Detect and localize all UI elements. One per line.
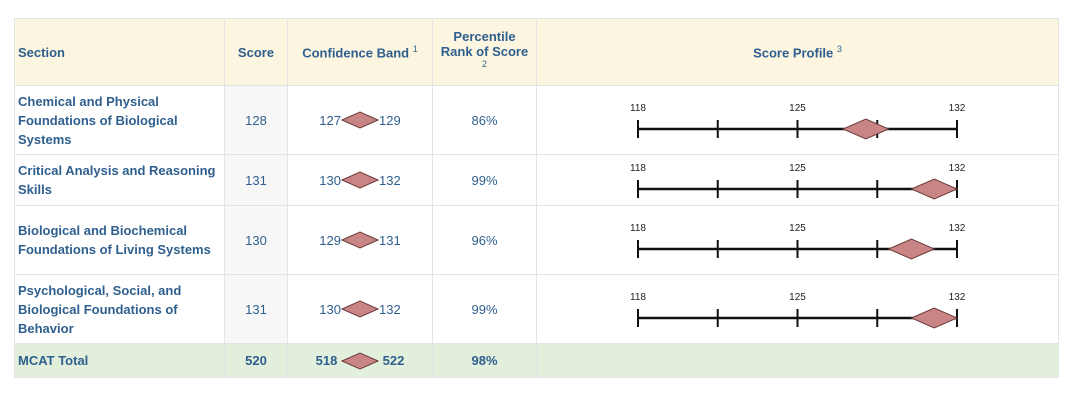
score: 130 <box>224 205 288 275</box>
percentile: 99% <box>432 274 537 344</box>
percentile: 96% <box>432 205 537 275</box>
axis-label-min: 118 <box>630 223 646 234</box>
diamond-icon <box>341 171 379 189</box>
confidence-band: 129 131 <box>287 205 433 275</box>
header-profile: Score Profile 3 <box>536 18 1059 86</box>
total-score: 520 <box>224 343 288 378</box>
total-percentile: 98% <box>432 343 537 378</box>
axis-label-min: 118 <box>630 292 646 303</box>
score-profile: 118 125 132 <box>536 274 1059 344</box>
axis-label-min: 118 <box>630 163 646 174</box>
score: 128 <box>224 85 288 155</box>
confidence-diamond <box>909 178 958 200</box>
total-confidence-band: 518 522 <box>287 343 433 378</box>
axis-label-mid: 125 <box>789 223 806 234</box>
total-profile <box>536 343 1059 378</box>
percentile: 99% <box>432 154 537 206</box>
diamond-icon <box>341 351 379 370</box>
axis-label-max: 132 <box>948 163 965 174</box>
table-row: Chemical and Physical Foundations of Bio… <box>14 85 1059 155</box>
score-profile-chart: 118 125 132 <box>630 292 965 329</box>
score-profile-chart: 118 125 132 <box>630 163 965 200</box>
axis-label-mid: 125 <box>789 292 806 303</box>
total-row: MCAT Total 520 518 522 98% <box>14 343 1059 378</box>
score-profile-chart: 118 125 132 <box>630 223 965 260</box>
axis-label-max: 132 <box>948 103 965 114</box>
score-profile: 118 125 132 <box>536 154 1059 206</box>
diamond-icon <box>341 300 379 318</box>
section-name: Chemical and Physical Foundations of Bio… <box>14 85 225 155</box>
percentile: 86% <box>432 85 537 155</box>
score-profile: 118 125 132 <box>536 85 1059 155</box>
header-section: Section <box>14 18 225 86</box>
axis-label-mid: 125 <box>789 163 806 174</box>
confidence-diamond <box>886 238 935 260</box>
diamond-icon <box>341 111 379 129</box>
diamond-icon <box>341 231 379 249</box>
score: 131 <box>224 274 288 344</box>
axis-label-mid: 125 <box>789 103 806 114</box>
header-row: Section Score Confidence Band 1 Percenti… <box>14 18 1059 86</box>
score-profile: 118 125 132 <box>536 205 1059 275</box>
score: 131 <box>224 154 288 206</box>
table-row: Biological and Biochemical Foundations o… <box>14 205 1059 275</box>
axis-label-max: 132 <box>948 223 965 234</box>
score-table: Section Score Confidence Band 1 Percenti… <box>14 18 1059 378</box>
section-name: Psychological, Social, and Biological Fo… <box>14 274 225 344</box>
table-row: Critical Analysis and Reasoning Skills 1… <box>14 154 1059 206</box>
header-score: Score <box>224 18 288 86</box>
section-name: Critical Analysis and Reasoning Skills <box>14 154 225 206</box>
header-percentile: Percentile Rank of Score 2 <box>432 18 537 86</box>
header-confidence: Confidence Band 1 <box>287 18 433 86</box>
confidence-diamond <box>909 307 958 329</box>
score-profile-chart: 118 125 132 <box>630 103 965 140</box>
confidence-diamond <box>841 118 890 140</box>
axis-label-min: 118 <box>630 103 646 114</box>
total-label: MCAT Total <box>14 343 225 378</box>
section-name: Biological and Biochemical Foundations o… <box>14 205 225 275</box>
confidence-band: 130 132 <box>287 154 433 206</box>
table-row: Psychological, Social, and Biological Fo… <box>14 274 1059 344</box>
axis-label-max: 132 <box>948 292 965 303</box>
confidence-band: 130 132 <box>287 274 433 344</box>
confidence-band: 127 129 <box>287 85 433 155</box>
